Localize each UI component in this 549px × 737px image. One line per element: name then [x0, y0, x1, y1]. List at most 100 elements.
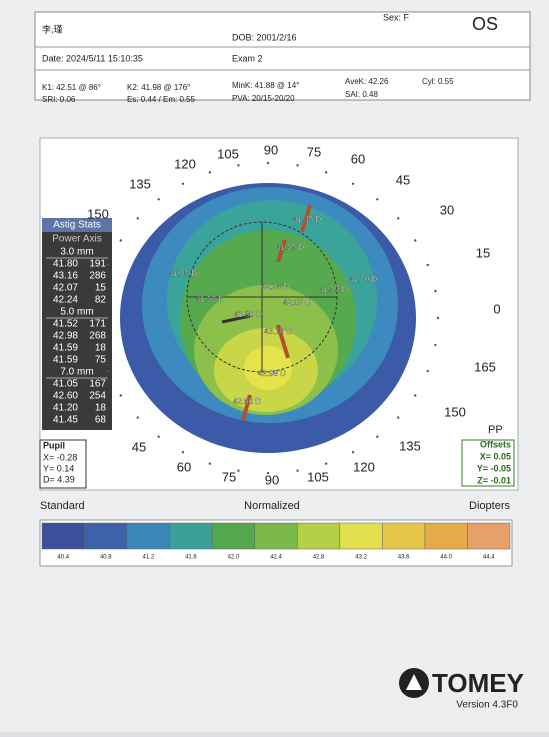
- scale-cell: [169, 522, 213, 550]
- angle-label: 135: [129, 176, 151, 191]
- axis-marker: [241, 394, 252, 421]
- scale-label: 44.0: [440, 555, 452, 561]
- tick-dot: [119, 394, 122, 397]
- map-value: 41.80 D: [234, 310, 262, 319]
- index: K2: 41.98 @ 176°: [127, 83, 190, 92]
- astig-power: 42.60: [53, 391, 78, 402]
- tick-dot: [107, 263, 110, 267]
- angle-label: 150: [87, 206, 109, 221]
- scale-label: 41.2: [143, 555, 155, 561]
- astig-axis: 15: [95, 283, 107, 294]
- tick-dot: [351, 182, 355, 185]
- index: AveK: 42.26: [345, 77, 389, 86]
- tick-dot: [237, 164, 240, 167]
- index: MinK: 41.88 @ 14°: [232, 81, 299, 90]
- pupil-value: D= 4.39: [43, 474, 75, 484]
- astig-power: 41.05: [53, 379, 78, 390]
- index: SRI: 0.06: [42, 95, 76, 104]
- patient-name: 李,瑾: [42, 23, 63, 34]
- tick-dot: [99, 289, 102, 293]
- angle-label: 45: [396, 172, 410, 187]
- astig-axis: 82: [95, 295, 107, 306]
- version: Version 4.3F0: [456, 700, 518, 711]
- scale-label: 41.6: [185, 555, 197, 561]
- tick-dot: [434, 343, 437, 347]
- angle-label: 60: [351, 151, 365, 166]
- scale-cell: [297, 522, 341, 550]
- astig-power: 42.98: [53, 331, 78, 342]
- astig-header: Power Axis: [52, 234, 101, 245]
- astig-axis: 268: [89, 331, 106, 342]
- astig-axis: 171: [89, 319, 106, 330]
- tick-dot: [157, 198, 160, 201]
- map-value: 41.45 D: [293, 215, 321, 224]
- header-box: [34, 11, 531, 101]
- dob: DOB: 2001/2/16: [232, 32, 297, 42]
- tick-dot: [434, 289, 437, 293]
- tick-dot: [208, 171, 212, 174]
- index: PVA: 20/15-20/20: [232, 94, 295, 103]
- pupil-title: Pupil: [43, 440, 65, 450]
- index: SAI: 0.48: [345, 90, 378, 99]
- astig-power: 42.07: [53, 283, 78, 294]
- offsets-title: Offsets: [480, 439, 511, 449]
- astig-section: 5.0 mm: [60, 307, 93, 318]
- tick-dot: [181, 451, 185, 454]
- index: Es: 0.44 / Em: 0.55: [127, 95, 196, 104]
- angle-label: 45: [132, 439, 146, 454]
- tick-dot: [397, 416, 400, 419]
- scale-label: 42.4: [270, 555, 282, 561]
- angle-label: 75: [307, 144, 321, 159]
- astig-power: 41.80: [53, 259, 78, 270]
- scale-center: Normalized: [244, 500, 300, 512]
- astig-axis: 191: [89, 259, 106, 270]
- scale-label: 40.8: [100, 555, 112, 561]
- scale-cell: [467, 522, 511, 550]
- scale-label: 43.6: [398, 555, 410, 561]
- scale-cell: [424, 522, 468, 550]
- astig-power: 41.45: [53, 415, 78, 426]
- tick-dot: [181, 182, 185, 185]
- tick-dot: [296, 469, 299, 472]
- tick-dot: [397, 217, 400, 220]
- tick-dot: [324, 171, 328, 174]
- tick-dot: [99, 343, 102, 347]
- tick-dot: [157, 435, 160, 438]
- angle-label: 105: [217, 146, 239, 161]
- astig-section: 7.0 mm: [60, 367, 93, 378]
- map-value: 42.24 D: [261, 282, 289, 291]
- tick-dot: [136, 416, 139, 419]
- astig-section: 3.0 mm: [60, 247, 93, 258]
- tick-dot: [436, 316, 440, 320]
- astig-axis: 68: [95, 415, 107, 426]
- tick-dot: [296, 164, 299, 167]
- angle-label: 30: [440, 202, 454, 217]
- scale-cell: [211, 522, 255, 550]
- angle-label: 150: [444, 404, 466, 419]
- astig-power: 42.24: [53, 295, 78, 306]
- tick-dot: [107, 369, 110, 373]
- offsets-value: X= 0.05: [480, 451, 511, 461]
- astig-box: [42, 218, 112, 430]
- tick-dot: [324, 462, 328, 465]
- astig-title: Astig Stats: [53, 220, 101, 231]
- axis-marker: [300, 204, 312, 233]
- scale-cell: [84, 522, 128, 550]
- scale-cell: [382, 522, 426, 550]
- angle-label: 120: [174, 156, 196, 171]
- astig-power: 41.52: [53, 319, 78, 330]
- offsets-value: Z= -0.01: [477, 475, 511, 485]
- angle-label: 90: [265, 472, 279, 487]
- map-value: 42.60 D: [233, 397, 261, 406]
- angle-label: 60: [177, 459, 191, 474]
- astig-axis: 75: [95, 355, 107, 366]
- scale-cell: [339, 522, 383, 550]
- scale-cell: [254, 522, 298, 550]
- astig-axis: 254: [89, 391, 106, 402]
- map-value: 42.98 D: [258, 369, 286, 378]
- tick-dot: [426, 263, 429, 267]
- tick-dot: [208, 462, 212, 465]
- astig-power: 41.59: [53, 343, 78, 354]
- astig-power: 41.20: [53, 403, 78, 414]
